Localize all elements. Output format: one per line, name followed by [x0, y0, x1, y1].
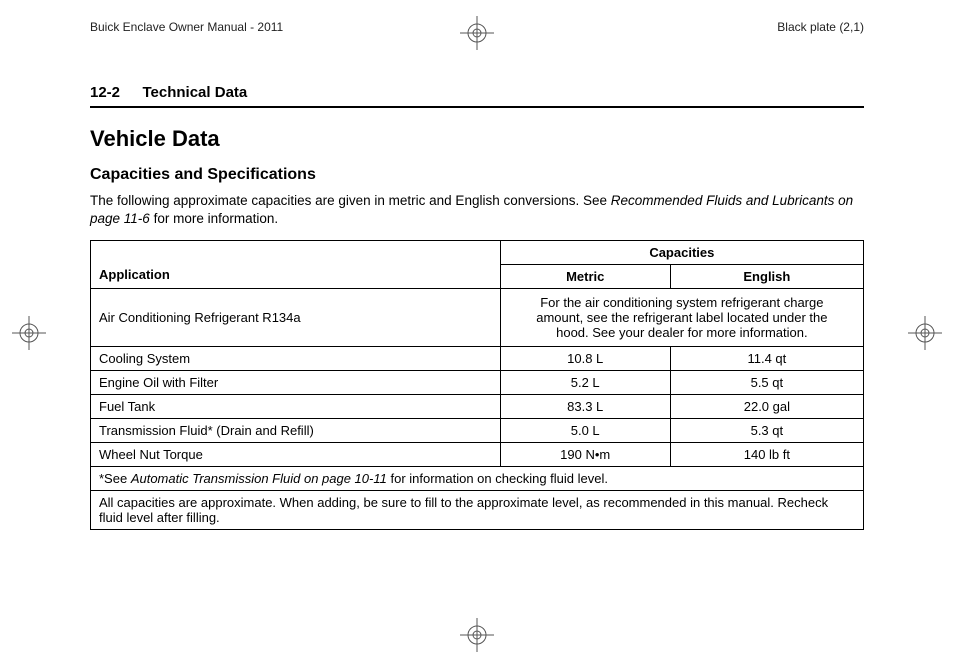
footnote1-crossref: Automatic Transmission Fluid on page 10-… — [131, 471, 387, 486]
cell-application: Cooling System — [91, 347, 501, 371]
page-root: Buick Enclave Owner Manual - 2011 Black … — [0, 0, 954, 668]
table-row: Transmission Fluid* (Drain and Refill) 5… — [91, 419, 864, 443]
plate-label: Black plate (2,1) — [777, 20, 864, 34]
col-header-metric: Metric — [500, 265, 670, 289]
cell-metric: 10.8 L — [500, 347, 670, 371]
table-header-row-1: Application Capacities — [91, 241, 864, 265]
cell-english: 5.3 qt — [670, 419, 863, 443]
capacities-table: Application Capacities Metric English Ai… — [90, 240, 864, 530]
running-header: Buick Enclave Owner Manual - 2011 Black … — [90, 20, 864, 34]
table-row: Wheel Nut Torque 190 N•m 140 lb ft — [91, 443, 864, 467]
cell-metric: 5.2 L — [500, 371, 670, 395]
cell-application: Transmission Fluid* (Drain and Refill) — [91, 419, 501, 443]
section-header: 12-2 Technical Data — [90, 84, 864, 108]
crop-mark-left — [12, 316, 46, 350]
intro-prefix: The following approximate capacities are… — [90, 193, 611, 208]
footnote1-prefix: *See — [99, 471, 131, 486]
col-header-application: Application — [91, 241, 501, 289]
cell-metric: 190 N•m — [500, 443, 670, 467]
doc-title: Buick Enclave Owner Manual - 2011 — [90, 20, 283, 34]
page-subtitle: Capacities and Specifications — [90, 166, 864, 184]
content-area: 12-2 Technical Data Vehicle Data Capacit… — [90, 84, 864, 530]
cell-english: 22.0 gal — [670, 395, 863, 419]
page-title: Vehicle Data — [90, 126, 864, 152]
cell-metric: 5.0 L — [500, 419, 670, 443]
cell-english: 140 lb ft — [670, 443, 863, 467]
cell-english: 5.5 qt — [670, 371, 863, 395]
cell-metric: 83.3 L — [500, 395, 670, 419]
crop-mark-bottom — [460, 618, 494, 652]
col-header-english: English — [670, 265, 863, 289]
table-row: Cooling System 10.8 L 11.4 qt — [91, 347, 864, 371]
cell-application: Engine Oil with Filter — [91, 371, 501, 395]
table-footnote-row: All capacities are approximate. When add… — [91, 491, 864, 530]
cell-application: Air Conditioning Refrigerant R134a — [91, 289, 501, 347]
table-row: Engine Oil with Filter 5.2 L 5.5 qt — [91, 371, 864, 395]
col-header-capacities: Capacities — [500, 241, 863, 265]
cell-application: Wheel Nut Torque — [91, 443, 501, 467]
cell-english: 11.4 qt — [670, 347, 863, 371]
crop-mark-right — [908, 316, 942, 350]
cell-application: Fuel Tank — [91, 395, 501, 419]
footnote1-suffix: for information on checking fluid level. — [387, 471, 608, 486]
cell-merged-note: For the air conditioning system refriger… — [500, 289, 863, 347]
footnote-1: *See Automatic Transmission Fluid on pag… — [91, 467, 864, 491]
intro-paragraph: The following approximate capacities are… — [90, 192, 864, 228]
section-title: Technical Data — [142, 84, 247, 101]
section-number: 12-2 — [90, 84, 120, 101]
intro-suffix: for more information. — [150, 211, 278, 226]
footnote-2: All capacities are approximate. When add… — [91, 491, 864, 530]
table-row: Fuel Tank 83.3 L 22.0 gal — [91, 395, 864, 419]
table-footnote-row: *See Automatic Transmission Fluid on pag… — [91, 467, 864, 491]
table-row: Air Conditioning Refrigerant R134a For t… — [91, 289, 864, 347]
